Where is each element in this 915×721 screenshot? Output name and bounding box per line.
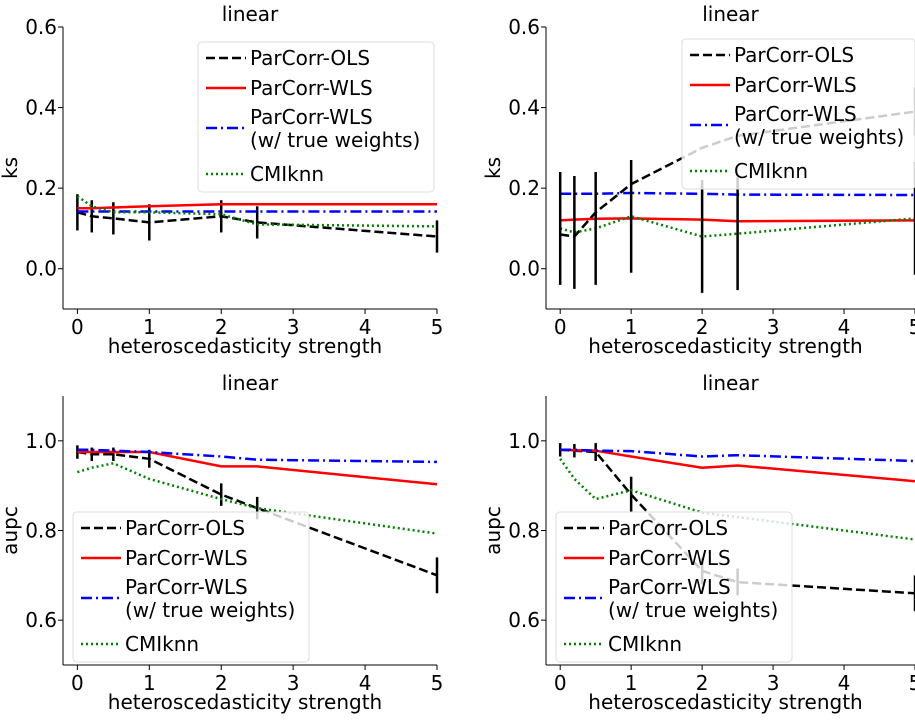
x-tick-label: 5 [431, 315, 444, 339]
x-axis-label: heteroscedasticity strength [588, 690, 862, 714]
series-line-3 [560, 448, 915, 463]
legend-box [681, 38, 915, 190]
y-axis-label: aupc [0, 506, 22, 555]
legend-label: ParCorr-WLS [250, 76, 373, 100]
x-tick-label: 1 [143, 315, 156, 339]
legend-label: ParCorr-OLS [250, 46, 370, 70]
x-tick-label: 1 [143, 671, 156, 695]
series-line-4 [77, 461, 438, 535]
y-tick-label: 0.0 [25, 257, 57, 281]
y-axis-label: aupc [481, 506, 505, 555]
x-tick-label: 5 [431, 671, 444, 695]
x-tick-label: 1 [625, 315, 638, 339]
x-tick-label: 2 [215, 671, 228, 695]
legend-label: ParCorr-WLS (w/ true weights) [125, 575, 295, 622]
y-tick-label: 1.0 [25, 429, 57, 453]
series-line-2 [560, 448, 915, 483]
x-tick-label: 4 [359, 315, 372, 339]
legend-box [197, 41, 435, 193]
chart-title: linear [702, 371, 759, 395]
x-tick-label: 3 [767, 671, 780, 695]
legend-label: ParCorr-WLS (w/ true weights) [250, 105, 420, 152]
series-line-4 [76, 195, 438, 228]
y-tick-label: 0.6 [25, 608, 57, 632]
legend-label: ParCorr-WLS [734, 73, 857, 97]
legend-label: ParCorr-WLS (w/ true weights) [734, 102, 904, 149]
legend-label: CMIknn [734, 159, 808, 183]
x-axis-label: heteroscedasticity strength [588, 334, 862, 358]
x-tick-label: 3 [767, 315, 780, 339]
x-tick-label: 4 [359, 671, 372, 695]
legend-label: CMIknn [608, 632, 682, 656]
legend-box [72, 511, 310, 663]
chart-panel-1: linear 0 1 2 3 4 5 0.0 0.2 0.4 0.6 heteroscedastici… [0, 2, 443, 358]
x-axis-label: heteroscedasticity strength [108, 690, 382, 714]
y-tick-label: 0.6 [25, 15, 57, 39]
legend-label: ParCorr-WLS [608, 546, 731, 570]
x-tick-label: 0 [71, 315, 84, 339]
x-tick-label: 0 [554, 671, 567, 695]
chart-title: linear [702, 2, 759, 26]
series-line-3 [77, 448, 438, 464]
legend-label: ParCorr-WLS [125, 546, 248, 570]
y-tick-label: 0.4 [25, 96, 57, 120]
chart-panel-2: linear 0 1 2 3 4 5 0.0 0.2 0.4 0.6 heteroscedastici… [481, 2, 915, 358]
x-tick-label: 3 [287, 315, 300, 339]
y-axis-label: ks [0, 157, 22, 179]
x-tick-label: 5 [909, 315, 915, 339]
legend: ParCorr-OLS ParCorr-WLS ParCorr-WLS (w/ tru… [681, 38, 915, 190]
y-tick-label: 0.6 [508, 608, 540, 632]
x-axis-label: heteroscedasticity strength [108, 334, 382, 358]
x-tick-label: 3 [287, 671, 300, 695]
legend: ParCorr-OLS ParCorr-WLS ParCorr-WLS (w/ tru… [197, 41, 435, 193]
legend-label: CMIknn [125, 632, 199, 656]
x-tick-label: 1 [625, 671, 638, 695]
legend-label: CMIknn [250, 162, 324, 186]
y-tick-label: 0.2 [25, 176, 57, 200]
x-tick-label: 5 [909, 671, 915, 695]
legend-label: ParCorr-OLS [734, 43, 854, 67]
y-tick-label: 0.8 [508, 519, 540, 543]
y-tick-label: 0.4 [508, 96, 540, 120]
series-line-2 [77, 203, 437, 210]
chart-title: linear [222, 371, 279, 395]
x-tick-label: 0 [554, 315, 567, 339]
x-tick-label: 2 [696, 315, 709, 339]
chart-panel-4: linear 0 1 2 3 4 5 0.6 0.8 1.0 heteroscedasticity … [481, 371, 915, 714]
legend: ParCorr-OLS ParCorr-WLS ParCorr-WLS (w/ tru… [555, 511, 793, 663]
x-tick-label: 2 [696, 671, 709, 695]
y-tick-label: 0.8 [25, 519, 57, 543]
y-tick-label: 0.0 [508, 257, 540, 281]
y-tick-label: 0.2 [508, 176, 540, 200]
x-tick-label: 2 [215, 315, 228, 339]
legend-label: ParCorr-OLS [608, 516, 728, 540]
y-tick-label: 1.0 [508, 429, 540, 453]
y-axis-label: ks [481, 157, 505, 179]
x-tick-label: 4 [838, 671, 851, 695]
legend: ParCorr-OLS ParCorr-WLS ParCorr-WLS (w/ tru… [72, 511, 310, 663]
chart-panel-3: linear 0 1 2 3 4 5 0.6 0.8 1.0 heteroscedasticity … [0, 371, 443, 714]
y-tick-label: 0.6 [508, 15, 540, 39]
legend-label: ParCorr-WLS (w/ true weights) [608, 575, 778, 622]
legend-box [555, 511, 793, 663]
x-tick-label: 4 [838, 315, 851, 339]
x-tick-label: 0 [71, 671, 84, 695]
legend-label: ParCorr-OLS [125, 516, 245, 540]
chart-title: linear [222, 2, 279, 26]
